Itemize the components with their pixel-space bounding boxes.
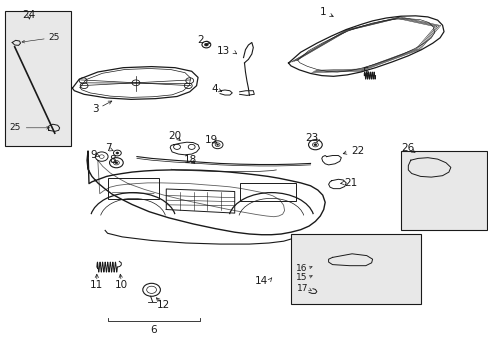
Circle shape [415,161,423,167]
Text: 11: 11 [90,280,103,290]
Circle shape [215,143,220,147]
Circle shape [142,283,160,296]
Text: 12: 12 [157,300,170,310]
Circle shape [113,161,119,165]
Circle shape [188,144,195,149]
Text: 25: 25 [9,123,20,132]
Circle shape [184,83,192,89]
Circle shape [99,155,104,158]
Text: 1: 1 [319,6,332,17]
Text: 6: 6 [150,325,157,336]
Circle shape [50,126,59,132]
Circle shape [132,80,140,86]
Bar [5,11,71,146]
Text: 18: 18 [183,155,197,165]
Circle shape [212,141,223,149]
Text: 16: 16 [296,264,307,273]
Circle shape [116,152,119,154]
Bar [290,234,420,304]
Circle shape [53,127,57,130]
Text: 21: 21 [344,178,357,188]
Bar [107,178,159,199]
Circle shape [185,78,193,84]
Circle shape [435,166,443,172]
Circle shape [313,144,316,146]
Circle shape [311,290,318,295]
Circle shape [109,158,123,168]
Circle shape [308,140,322,150]
Text: 22: 22 [350,146,364,156]
Circle shape [173,144,180,149]
Text: 7: 7 [105,143,112,153]
Text: 5: 5 [361,67,368,77]
Circle shape [95,152,108,161]
Text: 24: 24 [22,10,36,20]
Text: 9: 9 [90,150,97,160]
Text: 17: 17 [297,284,308,293]
Text: 2: 2 [197,35,209,45]
Circle shape [317,273,320,275]
Circle shape [79,78,87,84]
Text: 13: 13 [216,46,229,56]
Circle shape [113,150,121,156]
Circle shape [316,261,324,266]
Text: 23: 23 [305,132,318,143]
Bar [400,151,486,230]
Text: 19: 19 [204,135,218,145]
Circle shape [202,41,210,48]
Circle shape [438,168,441,170]
Circle shape [80,83,88,89]
Text: 4: 4 [211,84,222,94]
Text: 3: 3 [92,104,99,114]
Text: 10: 10 [115,280,127,290]
Text: 15: 15 [296,274,307,282]
Text: 20: 20 [168,131,181,141]
Text: 14: 14 [254,276,267,286]
Circle shape [204,43,208,46]
Circle shape [146,286,156,293]
Circle shape [13,41,16,44]
Circle shape [11,40,19,45]
Circle shape [417,163,420,165]
Bar [239,183,295,201]
Circle shape [115,162,118,164]
Text: 8: 8 [109,155,116,165]
Circle shape [318,262,322,265]
Circle shape [312,143,318,147]
Text: 26: 26 [401,143,414,153]
Text: 25: 25 [48,33,59,42]
Circle shape [216,144,218,145]
Circle shape [314,271,322,276]
